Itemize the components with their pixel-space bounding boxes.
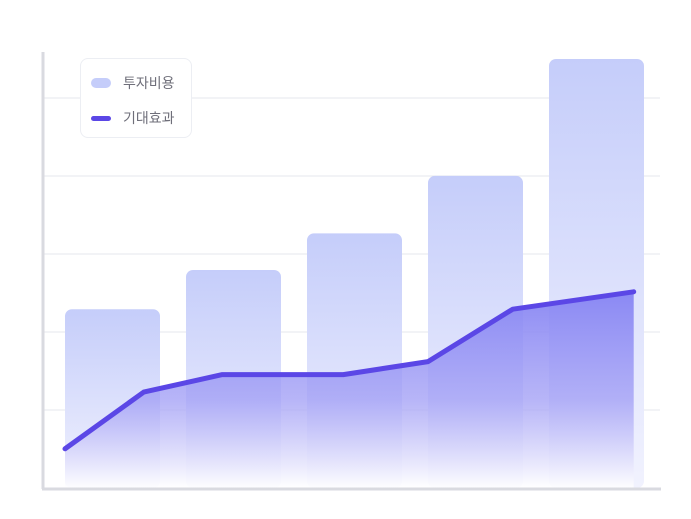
legend-item-bars: 투자비용 <box>91 71 191 95</box>
axes <box>41 52 661 491</box>
legend-label-bars: 투자비용 <box>123 76 175 92</box>
area-fill <box>65 291 634 488</box>
series-line <box>62 289 637 452</box>
area-series <box>62 289 637 488</box>
legend-swatch-line <box>91 115 111 121</box>
legend: 투자비용 기대효과 <box>80 58 192 138</box>
legend-label-line: 기대효과 <box>123 111 175 127</box>
legend-item-line: 기대효과 <box>91 106 191 130</box>
legend-swatch-bars <box>91 78 111 88</box>
